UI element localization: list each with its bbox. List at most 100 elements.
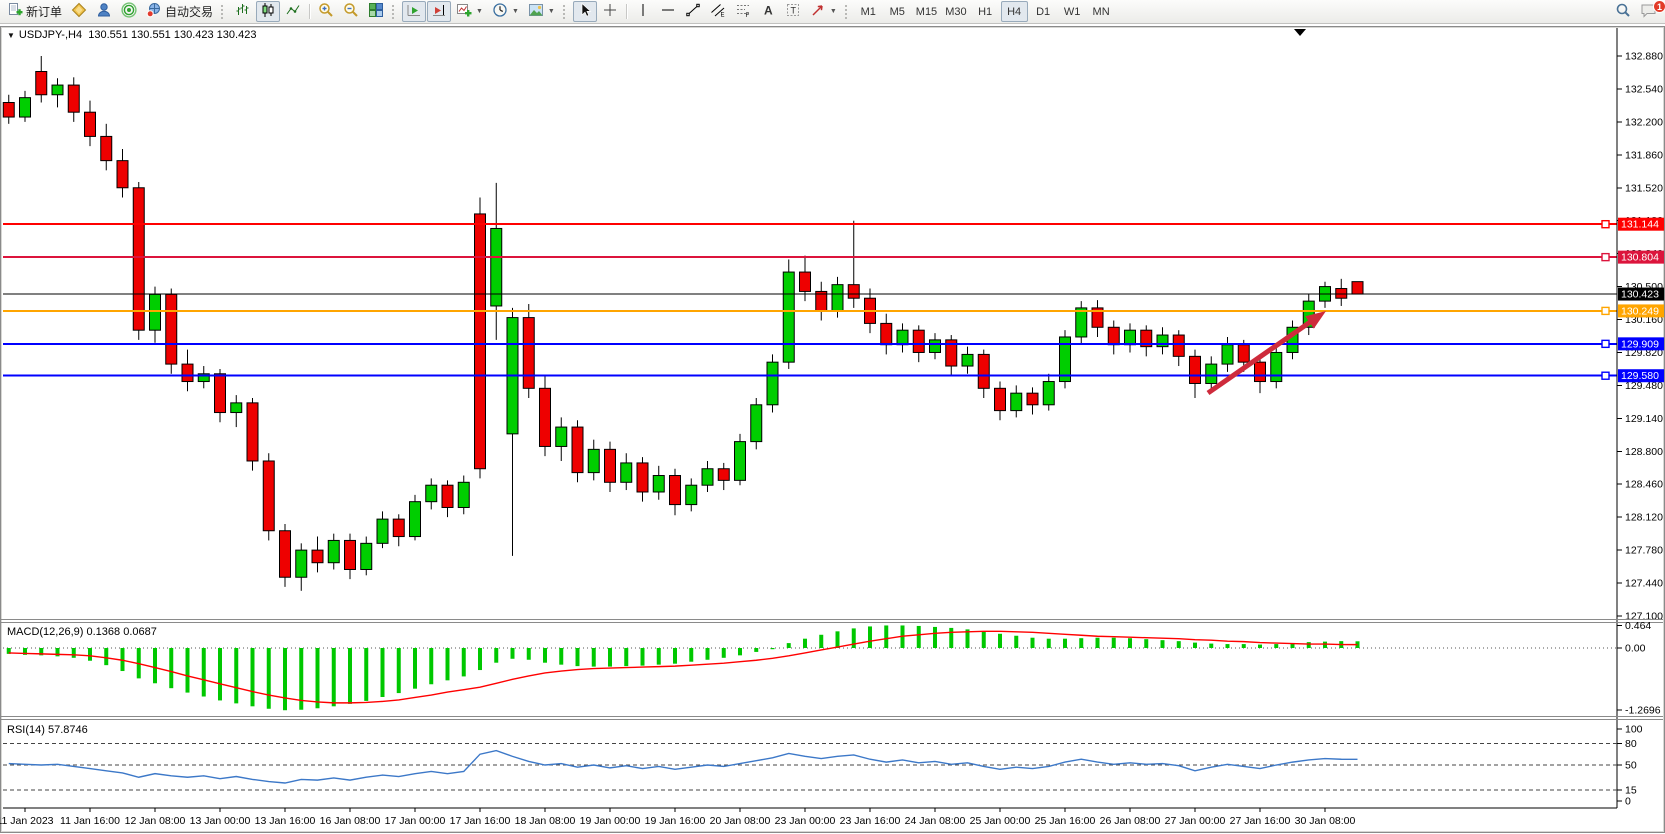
price-level-box — [1618, 217, 1664, 231]
macd-heading: MACD(12,26,9) 0.1368 0.0687 — [7, 626, 157, 638]
level-line-handle[interactable] — [1601, 339, 1610, 349]
macd-histogram-bar — [348, 648, 352, 704]
time-tick-label: 11 Jan 2023 — [0, 815, 54, 827]
macd-histogram-bar — [478, 648, 482, 671]
candle-body — [19, 97, 31, 118]
macd-value-signal: 0.0687 — [123, 626, 157, 638]
candle-body — [1237, 344, 1250, 363]
timeframe-m15[interactable]: M15 — [913, 1, 940, 22]
chevron-down-icon[interactable]: ▼ — [7, 31, 15, 40]
time-tick-label: 23 Jan 00:00 — [775, 815, 836, 827]
time-tick-label: 26 Jan 08:00 — [1100, 815, 1161, 827]
new-order-button[interactable]: 新订单 — [3, 1, 66, 22]
svg-text:E: E — [720, 13, 724, 19]
time-tick-label: 24 Jan 08:00 — [905, 815, 966, 827]
ohlc-values: 130.551 130.551 130.423 130.423 — [88, 29, 257, 41]
candle-body — [149, 293, 161, 331]
cursor-tool-button[interactable] — [572, 1, 597, 22]
line-chart-mode-button[interactable] — [281, 1, 305, 22]
autotrading-button[interactable]: 自动交易 — [142, 1, 217, 22]
macd-histogram-bar — [55, 648, 60, 657]
macd-histogram-bar — [1193, 642, 1197, 648]
timeframe-m30[interactable]: M30 — [942, 1, 969, 22]
vertical-line-tool-button[interactable] — [631, 1, 655, 22]
candle-body — [636, 462, 649, 493]
macd-histogram-bar — [6, 648, 11, 654]
timeframe-d1[interactable]: D1 — [1030, 1, 1057, 22]
time-tick-label: 12 Jan 08:00 — [125, 815, 186, 827]
auto-scroll-button[interactable] — [402, 1, 427, 22]
channel-tool-button[interactable]: E — [706, 1, 730, 22]
macd-histogram-bar — [949, 627, 954, 648]
level-line-handle[interactable] — [1601, 219, 1610, 229]
price-axis[interactable]: 132.880 132.540 132.200 131.860 131.520 131.1… — [1616, 28, 1664, 808]
profiles-button[interactable] — [92, 1, 116, 22]
macd-histogram-bar — [1258, 644, 1262, 648]
toolbar-grip — [221, 4, 226, 19]
chart-shift-marker[interactable] — [1294, 29, 1306, 36]
chart-canvas[interactable]: 132.880 132.540 132.200 131.860 131.520 131.1… — [0, 24, 1665, 834]
tile-windows-button[interactable] — [364, 1, 388, 22]
macd-histogram-bar — [1160, 640, 1165, 648]
arrows-tool-button[interactable]: ▼ — [806, 1, 841, 22]
templates-button[interactable]: ▼ — [524, 1, 559, 22]
timeframe-m5[interactable]: M5 — [884, 1, 911, 22]
zoom-out-button[interactable] — [339, 1, 363, 22]
macd-scale-label: -1.2696 — [1625, 705, 1661, 717]
annotation-arrow[interactable] — [1206, 311, 1326, 396]
fibonacci-tool-button[interactable]: F — [731, 1, 755, 22]
macd-histogram-bar — [120, 648, 125, 672]
candle-body — [1351, 281, 1364, 295]
time-tick-label: 30 Jan 08:00 — [1295, 815, 1356, 827]
text-label-icon: T — [785, 2, 801, 21]
macd-histogram-bar — [299, 648, 304, 710]
main-toolbar: 新订单 自动交易 ▼ ▼ ▼ E F A T ▼ — [0, 0, 1665, 24]
candlesticks — [2, 56, 1364, 591]
periods-button[interactable]: ▼ — [488, 1, 523, 22]
level-line-handle[interactable] — [1601, 306, 1610, 316]
indicators-button[interactable]: ▼ — [452, 1, 487, 22]
horizontal-line-tool-button[interactable] — [656, 1, 680, 22]
new-order-label: 新订单 — [26, 5, 63, 19]
macd-histogram-bar — [673, 648, 677, 664]
macd-histogram-bar — [429, 648, 434, 685]
timeframe-h1[interactable]: H1 — [972, 1, 999, 22]
toolbar-grip — [392, 4, 397, 19]
text-label-tool-button[interactable]: T — [781, 1, 805, 22]
macd-histogram-bar — [1323, 641, 1327, 648]
candlestick-mode-button[interactable] — [256, 1, 281, 22]
macd-histogram-bar — [88, 648, 92, 661]
macd-histogram-bar — [575, 648, 580, 667]
candle-body — [230, 402, 243, 414]
zoom-in-button[interactable] — [314, 1, 338, 22]
notification-badge[interactable]: 1 — [1653, 0, 1665, 13]
macd-histogram-bar — [250, 648, 255, 707]
timeframe-w1[interactable]: W1 — [1059, 1, 1086, 22]
macd-histogram-bar — [1014, 635, 1019, 648]
text-tool-button[interactable]: A — [756, 1, 780, 22]
trendline-tool-button[interactable] — [681, 1, 705, 22]
candle-body — [327, 539, 340, 564]
macd-histogram-bar — [1111, 637, 1116, 648]
time-tick-label: 17 Jan 00:00 — [385, 815, 446, 827]
signals-button[interactable] — [117, 1, 141, 22]
market-watch-button[interactable] — [67, 1, 91, 22]
crosshair-tool-button[interactable] — [598, 1, 622, 22]
timeframe-h4[interactable]: H4 — [1000, 1, 1028, 22]
macd-histogram-bar — [819, 634, 824, 648]
macd-histogram-bar — [153, 648, 157, 684]
search-button[interactable] — [1611, 1, 1635, 22]
timeframe-mn[interactable]: MN — [1088, 1, 1115, 22]
timeframe-m1[interactable]: M1 — [855, 1, 882, 22]
candle-body — [181, 363, 194, 383]
add-indicator-icon — [456, 2, 472, 21]
chart-shift-button[interactable] — [427, 1, 452, 22]
level-line-handle[interactable] — [1601, 252, 1610, 262]
level-line-handle[interactable] — [1601, 371, 1610, 380]
time-axis[interactable]: 11 Jan 2023 11 Jan 16:00 12 Jan 08:00 13 Ja… — [0, 807, 1617, 827]
macd-histogram-bar — [266, 648, 271, 709]
bar-chart-mode-button[interactable] — [231, 1, 255, 22]
macd-histogram-bar — [461, 648, 466, 677]
candle-body — [1124, 329, 1136, 346]
macd-histogram-bar — [1144, 639, 1149, 648]
